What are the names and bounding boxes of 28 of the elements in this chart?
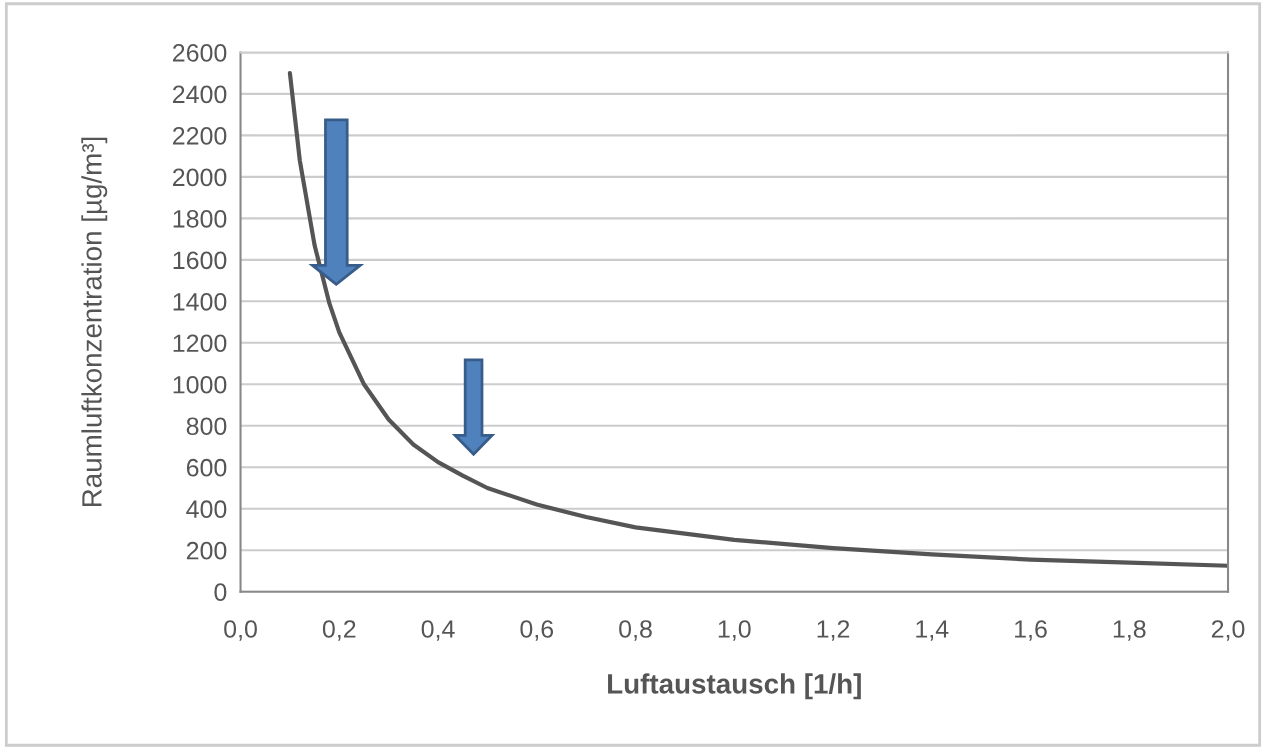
x-tick-label: 0,8 [619,620,652,641]
x-tick-label: 1,4 [916,620,949,641]
y-tick-label: 1200 [173,334,227,353]
y-tick-label: 2200 [172,127,227,145]
x-tick-label: 0,6 [520,620,554,641]
x-tick-label: 0,0 [224,620,257,641]
y-tick-label: 2000 [172,168,227,187]
y-tick-label: 1800 [173,209,227,228]
y-tick-label: 400 [186,500,227,519]
x-tick-label: 1,2 [817,620,850,641]
y-tick-label: 1400 [173,292,227,311]
y-tick-label: 0 [214,583,227,602]
x-tick-label: 1,0 [718,620,751,641]
y-tick-label: 600 [186,458,227,477]
x-tick-label: 1,8 [1113,620,1146,641]
y-tick-label: 200 [186,541,227,560]
line-series [287,71,1229,568]
x-axis-title: Luftaustausch [1/h] [608,673,861,700]
y-tick-label: 2400 [172,85,227,104]
x-tick-label: 1,6 [1015,620,1047,641]
y-tick-label: 1000 [173,375,227,394]
y-tick-label: 1600 [173,251,227,270]
y-tick-label: 2600 [172,44,227,62]
x-tick-label: 0,2 [322,620,356,641]
x-tick-label: 0,4 [421,620,455,641]
x-tick-label: 2,0 [1211,620,1245,641]
y-tick-label: 800 [186,417,227,436]
y-axis-title: Raumluftkonzentration [µg/m³] [81,137,108,507]
